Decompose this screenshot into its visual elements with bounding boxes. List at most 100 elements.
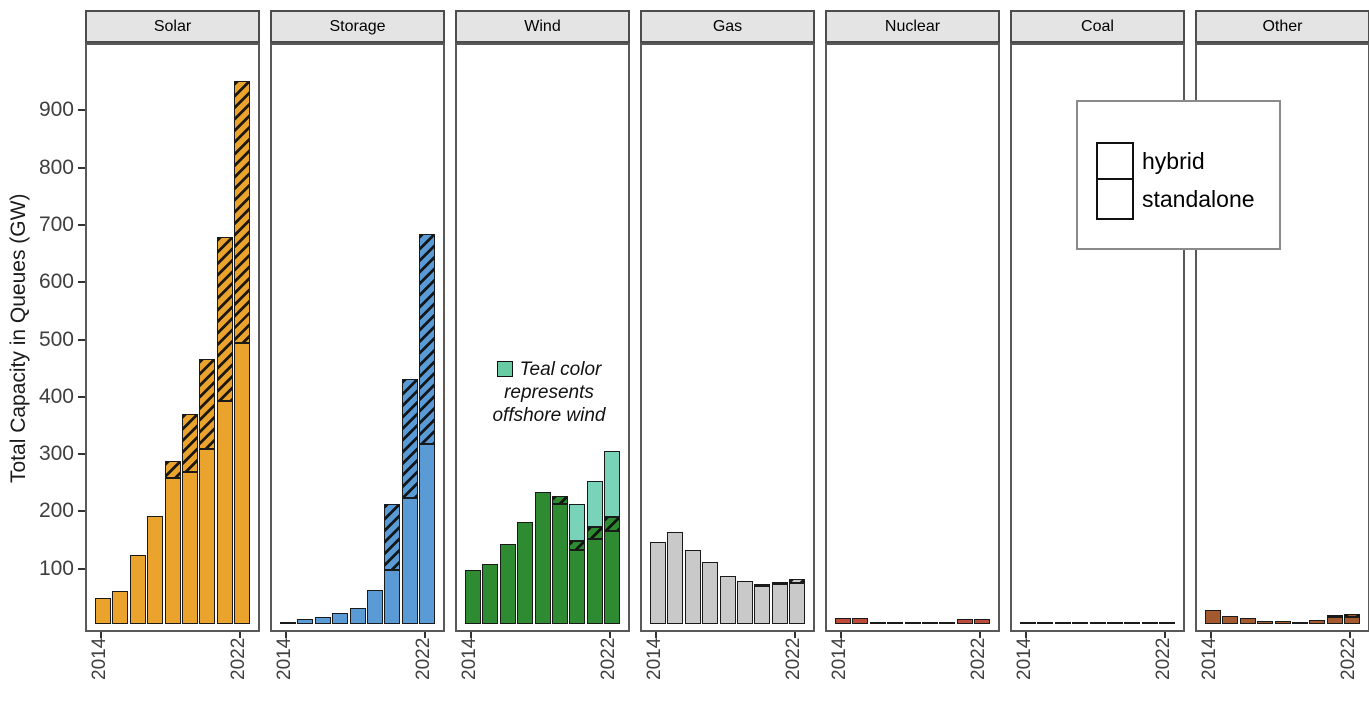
bar-segment-hybrid-2021: [216, 236, 233, 401]
plot-area: [270, 43, 445, 632]
bar-segment-standalone-2022: [419, 443, 436, 624]
bar-segment-hybrid-2020: [754, 583, 771, 586]
bar-segment-hybrid-2022: [419, 234, 436, 444]
x-axis-tick: [239, 632, 242, 638]
facet-panel-wind: Wind 2014 2022: [455, 10, 630, 715]
legend-standalone-swatch-icon: [1096, 178, 1134, 220]
bar-segment-standalone-2019: [1292, 622, 1308, 624]
x-axis-tick: [840, 632, 842, 638]
x-axis-tick-label: 2022: [228, 638, 250, 681]
bar-segment-standalone-2014: [650, 541, 666, 624]
bar-segment-standalone-2020: [754, 585, 771, 624]
bar-segment-standalone-2021: [771, 584, 788, 624]
bar-segment-hybrid-2020: [199, 359, 216, 450]
bar-segment-standalone-2021: [1326, 617, 1343, 624]
bar-segment-standalone-2021: [401, 497, 418, 624]
bar-segment-standalone-2014: [1020, 622, 1036, 624]
bar-segment-hybrid-2020: [384, 503, 401, 570]
plot-area: [455, 43, 630, 632]
bar-segment-standalone-2022: [789, 583, 806, 624]
bar-segment-standalone-2017: [1072, 622, 1089, 624]
bar-segment-standalone-2015: [1037, 622, 1054, 624]
x-axis-tick-label: 2014: [459, 638, 480, 681]
x-axis-tick: [1025, 632, 1027, 638]
x-axis-tick-label: 2014: [89, 638, 110, 681]
x-axis-tick: [979, 632, 982, 638]
bar-segment-standalone-2022: [974, 619, 991, 624]
bar-segment-offshore-2021: [586, 481, 603, 527]
bar-segment-hybrid-2021: [771, 582, 788, 585]
bar-segment-standalone-2015: [1222, 615, 1239, 624]
bar-segment-standalone-2020: [199, 449, 216, 624]
bar-segment-standalone-2015: [852, 618, 869, 624]
legend: hybrid standalone: [1076, 100, 1281, 250]
bar-segment-standalone-2015: [667, 531, 684, 624]
bar-segment-standalone-2019: [1107, 622, 1123, 624]
bar-segment-standalone-2021: [216, 400, 233, 624]
x-axis-tick-label: 2014: [1014, 638, 1035, 681]
y-axis-tick-label: 500: [38, 327, 74, 351]
bar-segment-standalone-2018: [349, 607, 366, 624]
bar-segment-hybrid-2022: [604, 516, 621, 531]
facet-strip-label: Coal: [1010, 10, 1185, 43]
plot-area: [640, 43, 815, 632]
y-axis-tick-label: 700: [38, 212, 74, 236]
bar-segment-standalone-2019: [922, 621, 938, 624]
facet-panel-gas: Gas 2014 2022: [640, 10, 815, 715]
bar-segment-standalone-2020: [1124, 622, 1141, 624]
facet-panel-solar: Solar 2014 2022: [85, 10, 260, 715]
bar-segment-standalone-2014: [280, 622, 296, 624]
y-axis-tick: [78, 510, 85, 513]
bar-segment-hybrid-2021: [586, 526, 603, 539]
y-axis-tick: [78, 109, 85, 112]
annotation-line-3: offshore wind: [492, 405, 606, 426]
y-axis-tick: [78, 395, 85, 398]
bar-segment-standalone-2015: [112, 591, 129, 624]
bar-segment-standalone-2018: [1089, 622, 1106, 624]
bar-segment-standalone-2021: [586, 538, 603, 624]
bar-segment-standalone-2019: [367, 589, 383, 624]
bar-segment-standalone-2016: [1239, 617, 1256, 624]
bar-segment-standalone-2016: [314, 616, 331, 624]
bar-segment-standalone-2020: [1309, 620, 1326, 624]
bar-segment-hybrid-2022: [789, 579, 806, 584]
bar-segment-standalone-2018: [164, 477, 181, 624]
facet-panel-nuclear: Nuclear 2014 2022: [825, 10, 1000, 715]
annotation-line-2: represents: [504, 382, 594, 403]
bar-segment-standalone-2015: [297, 619, 314, 624]
bar-segment-standalone-2014: [1205, 610, 1221, 624]
x-axis-tick: [655, 632, 657, 638]
legend-hybrid-swatch-icon: [1096, 142, 1134, 180]
x-axis-tick: [1210, 632, 1212, 638]
facet-strip-label: Wind: [455, 10, 630, 43]
legend-label-hybrid: hybrid: [1142, 148, 1205, 174]
plot-area: [85, 43, 260, 632]
x-axis-tick-label: 2022: [783, 638, 805, 681]
y-axis-tick-label: 200: [38, 499, 74, 523]
y-axis-tick: [78, 453, 85, 456]
bar-segment-standalone-2014: [835, 618, 851, 624]
plot-area: [825, 43, 1000, 632]
y-axis-tick-label: 800: [38, 155, 74, 179]
x-axis-tick: [1164, 632, 1167, 638]
x-axis-tick-label: 2022: [1338, 638, 1360, 681]
annotation-line-1: Teal color: [470, 358, 628, 381]
bar-segment-standalone-2022: [1344, 616, 1361, 624]
bar-segment-standalone-2017: [332, 613, 349, 624]
bar-segment-standalone-2017: [887, 622, 904, 624]
facet-strip-label: Gas: [640, 10, 815, 43]
bar-segment-offshore-2022: [604, 450, 621, 517]
x-axis-tick: [1349, 632, 1352, 638]
bar-segment-standalone-2020: [384, 569, 401, 624]
bar-segment-standalone-2020: [939, 622, 956, 624]
y-axis-tick-label: 300: [38, 442, 74, 466]
y-axis-tick-label: 100: [38, 556, 74, 580]
x-axis-tick: [794, 632, 797, 638]
offshore-wind-annotation: Teal color represents offshore wind: [470, 358, 628, 427]
bar-segment-hybrid-2019: [182, 413, 198, 472]
bar-segment-standalone-2022: [234, 343, 251, 624]
teal-swatch-icon: [496, 361, 513, 377]
x-axis-tick: [285, 632, 287, 638]
bar-segment-standalone-2014: [465, 569, 481, 624]
